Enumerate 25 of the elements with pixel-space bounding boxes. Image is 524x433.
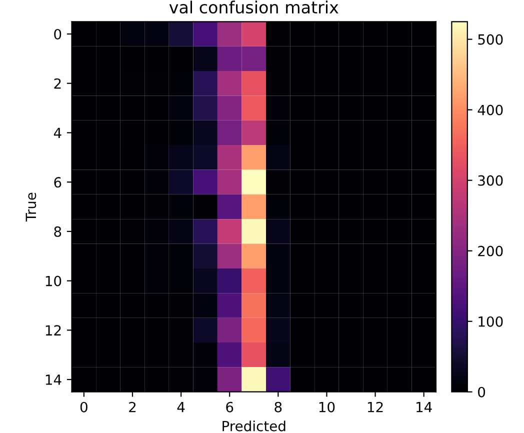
x-tick-label: 8 — [274, 402, 282, 412]
y-tick-label: 6 — [54, 177, 62, 188]
y-tick-label: 12 — [46, 325, 61, 336]
y-tick-label: 0 — [54, 28, 62, 40]
y-tick-label: 4 — [54, 128, 62, 138]
color-bar-label: 100 — [478, 316, 503, 327]
color-bar-label: 200 — [478, 246, 503, 256]
x-tick-label: 4 — [177, 402, 185, 412]
x-tick-label: 6 — [226, 402, 234, 412]
chart-title: val confusion matrix — [169, 0, 338, 14]
color-bar-label: 500 — [478, 34, 503, 45]
color-bar-label: 0 — [478, 386, 486, 398]
y-tick-label: 2 — [54, 78, 61, 89]
x-tick-label: 10 — [319, 402, 335, 412]
color-bar-label: 400 — [478, 104, 503, 116]
x-tick-label: 12 — [368, 402, 383, 412]
x-tick-label: 2 — [129, 402, 136, 412]
y-tick-label: 8 — [54, 226, 62, 237]
y-axis-title: True — [26, 192, 36, 222]
color-bar-label: 300 — [478, 175, 503, 186]
x-tick-label: 0 — [80, 402, 88, 412]
x-axis-title: Predicted — [222, 420, 286, 432]
x-tick-label: 14 — [416, 402, 432, 412]
y-tick-label: 14 — [46, 374, 62, 385]
y-tick-label: 10 — [46, 276, 62, 286]
